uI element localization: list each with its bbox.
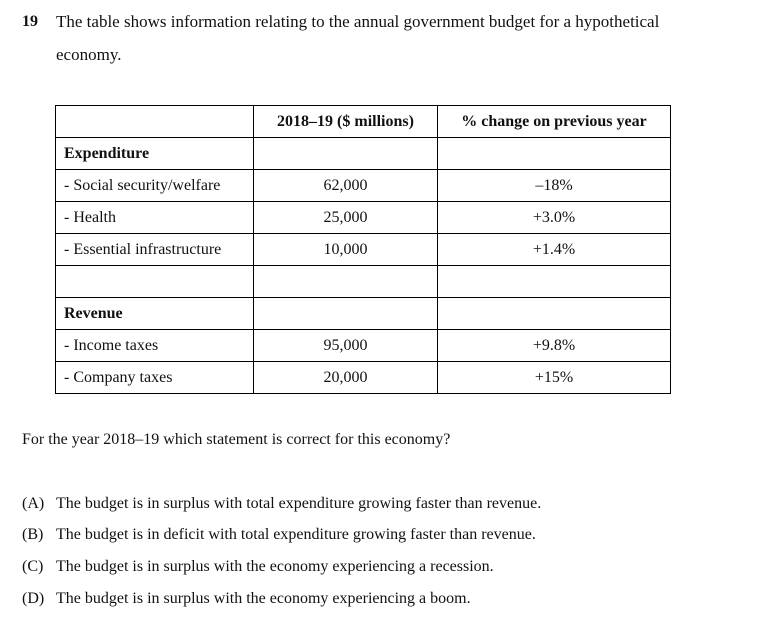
empty-cell bbox=[437, 265, 671, 298]
option-a[interactable]: (A) The budget is in surplus with total e… bbox=[22, 495, 541, 513]
row-value: 62,000 bbox=[253, 169, 438, 202]
expenditure-title-row: Expenditure bbox=[55, 137, 671, 170]
table-row: - Company taxes 20,000 +15% bbox=[55, 361, 671, 394]
question-prompt: For the year 2018–19 which statement is … bbox=[22, 431, 451, 448]
table-row: - Income taxes 95,000 +9.8% bbox=[55, 329, 671, 362]
question-number: 19 bbox=[22, 13, 38, 30]
row-change: –18% bbox=[437, 169, 671, 202]
question-stem-line-1: The table shows information relating to … bbox=[56, 12, 660, 31]
row-label: - Essential infrastructure bbox=[55, 233, 254, 266]
row-label: - Health bbox=[55, 201, 254, 234]
revenue-title: Revenue bbox=[55, 297, 254, 330]
option-b[interactable]: (B) The budget is in deficit with total e… bbox=[22, 526, 536, 544]
option-letter: (A) bbox=[22, 495, 45, 512]
row-label: - Company taxes bbox=[55, 361, 254, 394]
option-d[interactable]: (D) The budget is in surplus with the eco… bbox=[22, 590, 471, 608]
empty-cell bbox=[253, 297, 438, 330]
budget-table: 2018–19 ($ millions) % change on previou… bbox=[55, 105, 671, 394]
row-label: - Social security/welfare bbox=[55, 169, 254, 202]
option-text: The budget is in deficit with total expe… bbox=[56, 526, 536, 543]
spacer-row bbox=[55, 265, 671, 298]
empty-cell bbox=[437, 297, 671, 330]
table-row: - Essential infrastructure 10,000 +1.4% bbox=[55, 233, 671, 266]
option-text: The budget is in surplus with the econom… bbox=[56, 590, 471, 607]
table-row: - Social security/welfare 62,000 –18% bbox=[55, 169, 671, 202]
row-change: +1.4% bbox=[437, 233, 671, 266]
header-percent-change: % change on previous year bbox=[437, 105, 671, 138]
row-value: 10,000 bbox=[253, 233, 438, 266]
header-blank bbox=[55, 105, 254, 138]
empty-cell bbox=[253, 137, 438, 170]
row-change: +15% bbox=[437, 361, 671, 394]
row-value: 25,000 bbox=[253, 201, 438, 234]
revenue-title-row: Revenue bbox=[55, 297, 671, 330]
table-header-row: 2018–19 ($ millions) % change on previou… bbox=[55, 105, 671, 138]
option-text: The budget is in surplus with the econom… bbox=[56, 558, 494, 575]
row-value: 95,000 bbox=[253, 329, 438, 362]
option-c[interactable]: (C) The budget is in surplus with the eco… bbox=[22, 558, 494, 576]
row-value: 20,000 bbox=[253, 361, 438, 394]
empty-cell bbox=[253, 265, 438, 298]
row-change: +3.0% bbox=[437, 201, 671, 234]
table-row: - Health 25,000 +3.0% bbox=[55, 201, 671, 234]
expenditure-title: Expenditure bbox=[55, 137, 254, 170]
empty-cell bbox=[55, 265, 254, 298]
option-text: The budget is in surplus with total expe… bbox=[56, 495, 542, 512]
option-letter: (D) bbox=[22, 590, 45, 607]
row-change: +9.8% bbox=[437, 329, 671, 362]
header-2018-19: 2018–19 ($ millions) bbox=[253, 105, 438, 138]
empty-cell bbox=[437, 137, 671, 170]
option-letter: (B) bbox=[22, 526, 44, 543]
option-letter: (C) bbox=[22, 558, 44, 575]
question-stem-line-2: economy. bbox=[56, 45, 122, 64]
row-label: - Income taxes bbox=[55, 329, 254, 362]
